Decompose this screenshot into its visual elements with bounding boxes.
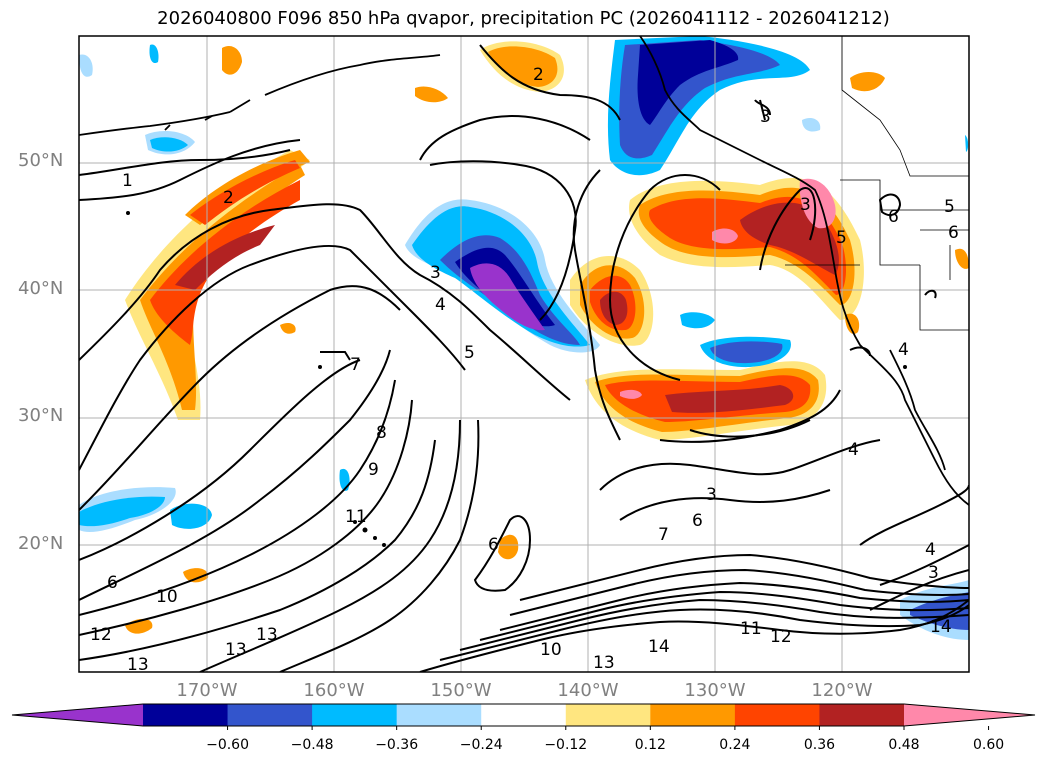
contour-label: 4 [848,440,859,460]
colorbar-swatch [819,704,905,726]
colorbar-swatch [143,704,229,726]
contour-label: 8 [376,423,387,443]
colorbar-swatch [481,704,567,726]
contour-label: 4 [925,540,936,560]
contour-label: 5 [836,228,847,248]
positive-precip-regions [125,41,969,634]
contour-label: 6 [948,223,959,243]
lat-label-30n: 30°N [18,405,64,426]
contour-label: 2 [533,65,544,85]
contour-label: 6 [107,573,118,593]
colorbar-swatch [565,704,651,726]
contour-label: 13 [256,625,278,645]
lon-label-170w: 170°W [176,680,238,701]
contour-label: 14 [648,637,670,657]
colorbar-tick-label: 0.60 [972,737,1005,753]
coastlines [79,36,969,506]
lon-label-160w: 160°W [303,680,365,701]
contour-label: 4 [435,295,446,315]
colorbar-extend-high [904,704,1035,726]
contour-label: 7 [658,525,669,545]
contour-label: 7 [350,355,361,375]
colorbar-extend-low [12,704,143,726]
contour-label: 1 [122,171,133,191]
contour-label: 6 [888,207,899,227]
contour-label: 13 [225,640,247,660]
contour-label: 3 [800,195,811,215]
colorbar-tick-label: −0.36 [375,737,419,753]
colorbar [11,703,1036,730]
map-frame [78,35,970,673]
colorbar-tick-label: 0.48 [888,737,920,753]
lat-label-50n: 50°N [18,150,64,171]
colorbar-tick-label: −0.12 [544,737,588,753]
colorbar-tick-label: 0.24 [719,737,751,753]
contour-label: 5 [944,197,955,217]
contour-label: 10 [156,587,178,607]
contour-label: 10 [540,640,562,660]
lat-label-40n: 40°N [18,278,64,299]
colorbar-tick-label: 0.12 [634,737,666,753]
colorbar-swatch [227,704,313,726]
contour-label: 2 [223,188,234,208]
colorbar-tick-label: −0.60 [206,737,249,753]
contour-label: 3 [706,485,717,505]
contour-label: 3 [760,107,771,127]
contour-label: 11 [740,619,762,639]
colorbar-tick-label: 0.36 [803,737,836,753]
lon-label-140w: 140°W [557,680,619,701]
gridlines [79,36,969,672]
contour-label: 3 [928,563,939,583]
contour-label: 13 [127,655,149,675]
colorbar-swatch [734,704,820,726]
contour-label: 3 [430,263,441,283]
contour-label: 9 [368,460,379,480]
lat-label-20n: 20°N [18,533,64,554]
contour-label: 5 [464,343,475,363]
contour-label: 6 [488,535,499,555]
qvapor-contours [79,44,969,672]
colorbar-swatch [312,704,398,726]
contour-label: 6 [692,511,703,531]
colorbar-tick-label: −0.48 [290,737,334,753]
colorbar-outline [11,703,1036,727]
contour-label: 12 [770,627,792,647]
contour-label: 14 [930,617,952,637]
contour-label: 13 [593,653,615,673]
map-title: 2026040800 F096 850 hPa qvapor, precipit… [157,8,890,29]
colorbar-swatch [396,704,482,726]
colorbar-tick-label: −0.24 [459,737,503,753]
lon-label-130w: 130°W [684,680,746,701]
map-content: 1 2 2 3 3 4 5 6 7 8 9 10 11 12 13 13 13 … [79,36,969,675]
islands [126,211,907,547]
borders [785,36,969,331]
lon-label-150w: 150°W [430,680,492,701]
colorbar-swatch [650,704,736,726]
lon-label-120w: 120°W [811,680,873,701]
contour-labels: 1 2 2 3 3 4 5 6 7 8 9 10 11 12 13 13 13 … [90,65,959,675]
contour-label: 11 [345,507,367,527]
contour-label: 4 [898,340,909,360]
contour-label: 12 [90,625,112,645]
